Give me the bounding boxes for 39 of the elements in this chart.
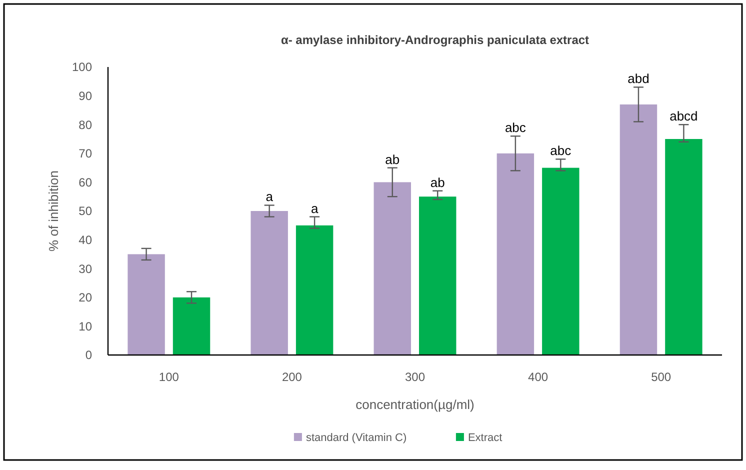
y-tick-label: 70 xyxy=(78,146,92,161)
legend-label: Extract xyxy=(468,432,502,444)
x-tick-label: 500 xyxy=(651,370,672,384)
x-tick-label: 200 xyxy=(282,370,302,384)
annotation: ab xyxy=(385,152,400,167)
x-tick-label: 300 xyxy=(404,370,426,384)
chart-title: α- amylase inhibitory-Andrographis paniculata extract xyxy=(280,33,590,47)
y-tick-label: 40 xyxy=(78,233,92,247)
bar xyxy=(250,211,288,355)
annotation: abcd xyxy=(670,108,698,124)
x-axis-title: concentration(µg/ml) xyxy=(356,397,474,412)
y-tick-label: 60 xyxy=(78,175,92,190)
y-tick-label: 30 xyxy=(78,262,92,276)
y-tick-label: 20 xyxy=(78,290,92,305)
annotation: a xyxy=(266,189,274,204)
y-tick-label: 10 xyxy=(78,319,92,334)
y-tick-label: 80 xyxy=(78,118,92,132)
bar xyxy=(665,139,702,355)
y-axis-title: % of inhibition xyxy=(46,170,61,252)
annotation: ab xyxy=(430,174,445,190)
bar xyxy=(542,168,580,355)
bar xyxy=(128,254,165,355)
y-tick-label: 0 xyxy=(85,348,92,362)
annotation: a xyxy=(310,200,319,216)
bar xyxy=(172,297,210,355)
annotation: abd xyxy=(628,71,650,86)
y-tick-label: 50 xyxy=(78,204,92,218)
x-tick-label: 100 xyxy=(158,370,180,384)
bar xyxy=(419,196,456,355)
bar xyxy=(620,104,658,355)
bar xyxy=(496,153,534,355)
bar xyxy=(374,182,411,355)
annotation: abc xyxy=(504,120,526,136)
bar xyxy=(296,225,334,355)
x-tick-label: 400 xyxy=(528,370,548,384)
y-tick-label: 90 xyxy=(78,89,92,103)
annotation: abc xyxy=(550,143,572,158)
y-tick-label: 100 xyxy=(72,60,92,74)
legend-label: standard (Vitamin C) xyxy=(306,432,407,444)
